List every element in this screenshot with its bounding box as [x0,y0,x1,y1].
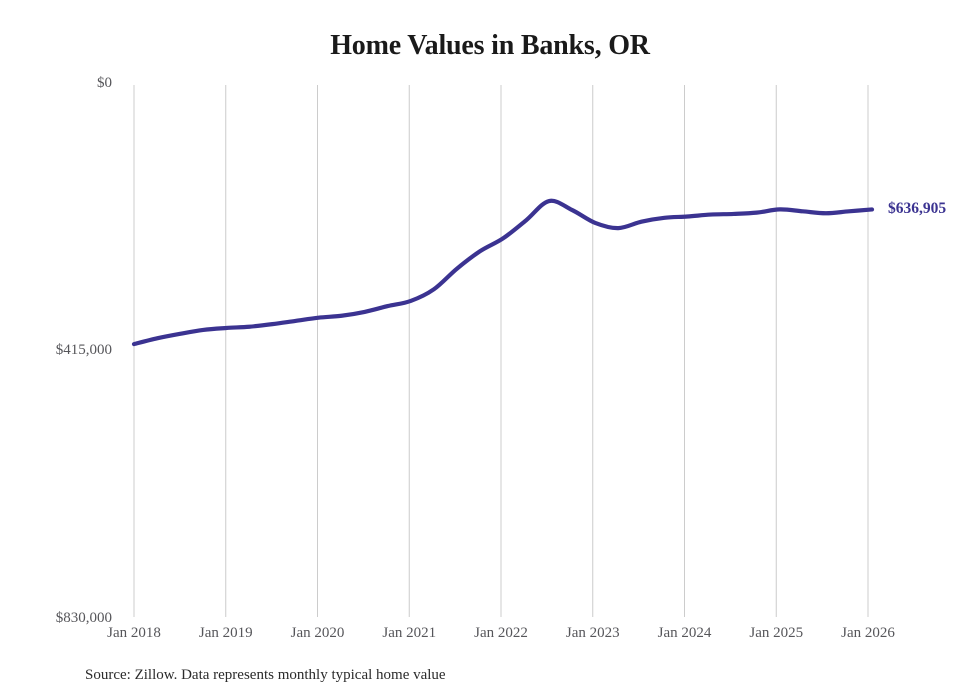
x-axis-tick-label: Jan 2021 [382,625,437,641]
x-axis-tick-label: Jan 2023 [565,625,620,641]
series-end-value-label: $636,905 [888,200,947,218]
source-note: Source: Zillow. Data represents monthly … [85,667,446,683]
y-axis-tick-label: $830,000 [55,610,112,626]
x-axis-tick-label: Jan 2026 [841,625,895,641]
x-axis-tick-label: Jan 2025 [749,625,804,641]
chart-title: Home Values in Banks, OR [330,30,650,61]
x-axis-tick-label: Jan 2019 [198,625,253,641]
y-axis-tick-label: $415,000 [55,342,112,358]
x-axis-tick-label: Jan 2018 [107,625,161,641]
x-axis-tick-label: Jan 2024 [657,625,712,641]
x-axis-tick-label: Jan 2022 [474,625,528,641]
home-value-line-series [131,198,875,347]
x-axis-tick-label: Jan 2020 [290,625,345,641]
gridlines-group [133,85,869,617]
y-axis-tick-label: $0 [97,75,112,91]
